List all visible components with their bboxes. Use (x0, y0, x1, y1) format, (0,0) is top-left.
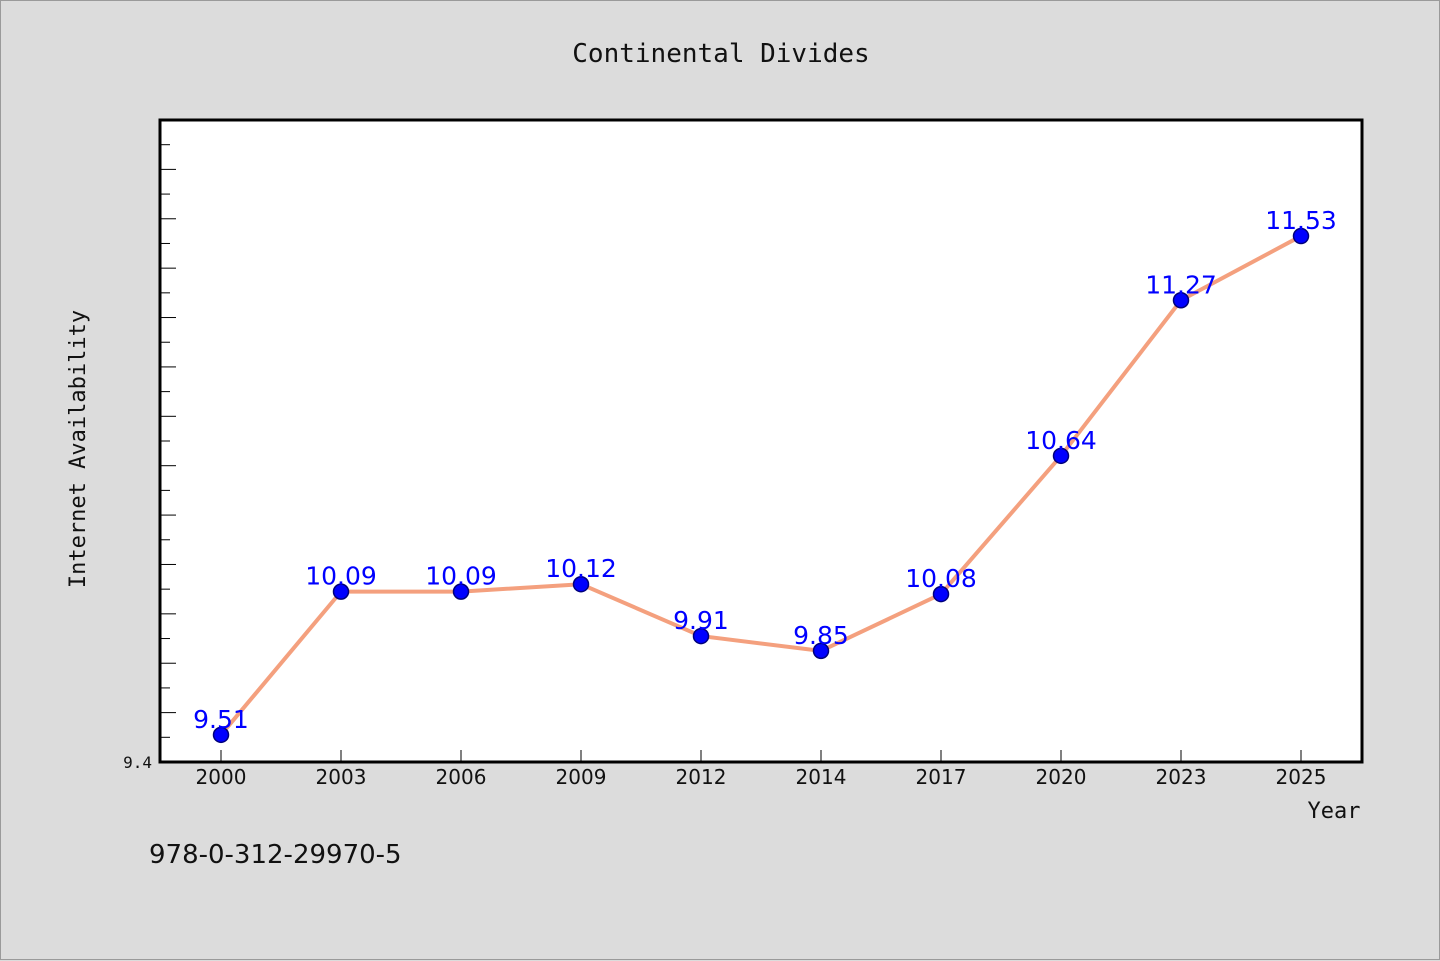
data-label: 11.27 (1145, 270, 1217, 299)
x-tick-label: 2017 (916, 765, 967, 789)
x-tick-label: 2009 (556, 765, 607, 789)
data-label: 10.64 (1025, 426, 1097, 455)
x-tick-label: 2023 (1156, 765, 1207, 789)
data-label: 10.08 (905, 564, 977, 593)
chart-title: Continental Divides (572, 39, 869, 69)
data-point (692, 627, 710, 645)
data-point (332, 583, 350, 600)
data-point (1292, 227, 1310, 245)
data-label: 10.09 (305, 562, 377, 591)
plot-area (158, 118, 1364, 764)
series-group (212, 227, 1310, 744)
y-tick-label: 9.4 (123, 753, 152, 772)
data-label: 10.12 (545, 554, 617, 583)
x-tick-label: 2000 (196, 765, 247, 789)
data-point (572, 575, 590, 593)
x-tick-label: 2003 (316, 765, 367, 789)
data-point (932, 585, 950, 603)
data-point (212, 726, 230, 744)
x-axis: 2000 2003 2006 2009 2012 2014 2017 2020 2023 2025 (196, 750, 1327, 789)
data-point (1052, 447, 1070, 465)
x-tick-label: 2025 (1276, 765, 1327, 789)
x-tick-label: 2020 (1036, 765, 1087, 789)
data-point (812, 642, 830, 660)
data-label: 9.51 (193, 705, 249, 734)
data-label: 10.09 (425, 562, 497, 591)
x-axis-label: Year (1308, 799, 1361, 824)
y-axis: 9.4 (123, 144, 176, 772)
data-point (1172, 292, 1190, 309)
x-tick-label: 2014 (796, 765, 847, 789)
x-tick-label: 2006 (436, 765, 487, 789)
data-label: 9.91 (673, 606, 729, 635)
data-labels: 9.51 10.09 10.09 10.12 9.91 9.85 10.08 10.64 11.… (193, 206, 1337, 734)
isbn-text: 978-0-312-29970-5 (149, 840, 402, 870)
y-axis-label: Internet Availability (66, 310, 91, 588)
series-line (219, 234, 1302, 737)
data-label: 9.85 (793, 621, 849, 650)
x-tick-label: 2012 (676, 765, 727, 789)
data-point (452, 583, 470, 600)
data-label: 11.53 (1265, 206, 1337, 235)
